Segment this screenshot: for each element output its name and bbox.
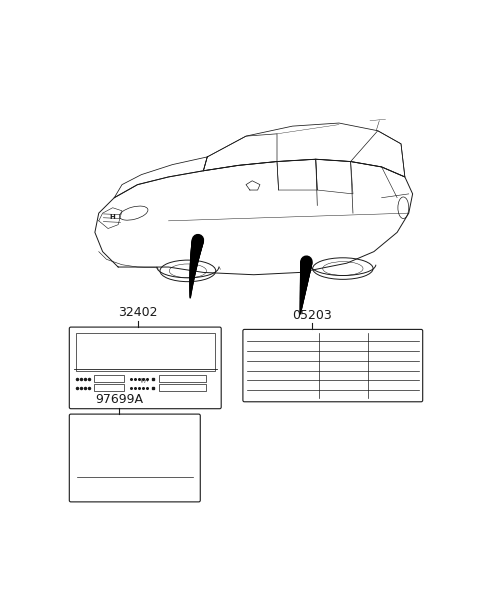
Bar	[94, 385, 123, 392]
FancyBboxPatch shape	[243, 329, 423, 402]
Bar	[159, 375, 206, 382]
Text: 05203: 05203	[292, 309, 332, 322]
Bar	[75, 333, 215, 371]
Text: 32402: 32402	[118, 306, 157, 319]
Text: H: H	[110, 214, 116, 220]
FancyBboxPatch shape	[69, 414, 200, 502]
Bar	[159, 385, 206, 392]
Text: 97699A: 97699A	[96, 393, 144, 406]
Text: {i}:: {i}:	[139, 377, 148, 382]
FancyBboxPatch shape	[69, 327, 221, 409]
Bar	[94, 375, 123, 382]
